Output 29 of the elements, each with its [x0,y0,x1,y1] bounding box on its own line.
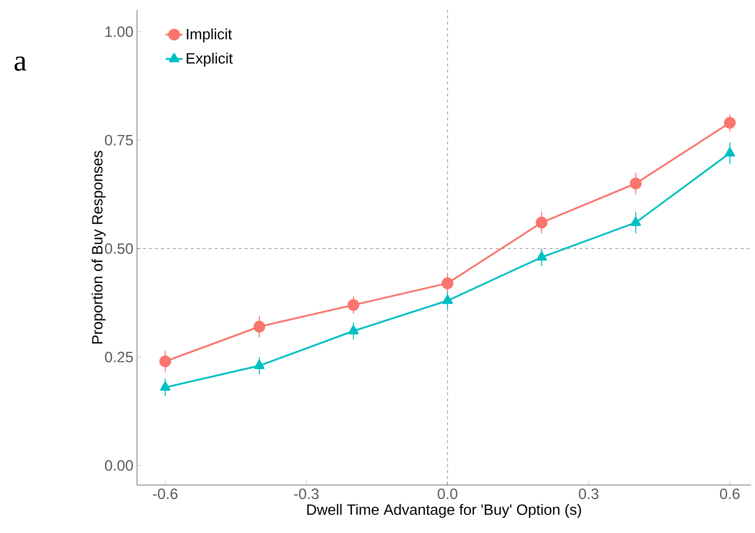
y-axis-title: Proportion of Buy Responses [92,150,106,344]
x-tick-label: 0.0 [438,488,458,500]
x-tick-label: 0.6 [720,488,740,500]
point [442,294,453,304]
x-tick-label: 0.3 [578,488,598,500]
legend-label: Implicit [186,28,232,42]
point [724,116,736,129]
point [536,251,547,261]
legend-label: Explicit [186,52,233,67]
x-axis-title: Dwell Time Advantage for 'Buy' Option (s) [307,504,581,518]
y-tick-label: 0.50 [104,243,133,254]
y-tick-label: 1.00 [106,26,133,37]
point [348,299,360,311]
x-tick-label: -0.6 [153,488,178,500]
point [253,320,266,333]
point [724,147,736,157]
point [160,382,170,391]
point [159,355,172,368]
point [630,178,642,190]
point [348,325,359,334]
y-tick-label: 0.00 [104,460,133,471]
point [630,216,641,226]
text: a [14,56,26,71]
point [254,360,265,370]
x-tick-label: -0.3 [294,488,319,500]
y-tick-label: 0.25 [104,352,133,362]
point [442,277,454,290]
y-tick-label: 0.75 [104,134,133,146]
point [536,216,548,228]
